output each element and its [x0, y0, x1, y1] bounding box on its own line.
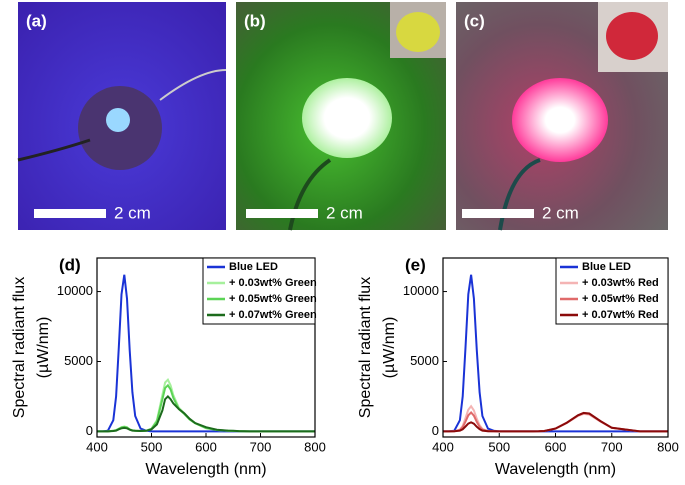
legend-label: + 0.03wt% Green — [229, 277, 317, 289]
photo-a: (a) 2 cm — [17, 2, 227, 230]
y-tick-label: 10000 — [57, 283, 93, 298]
panel-label: (c) — [464, 11, 485, 30]
x-tick-label: 400 — [432, 439, 454, 454]
series-line — [97, 377, 315, 433]
y-axis-title: (µW/nm) — [35, 317, 52, 379]
photo-b: (b) 2 cm — [236, 2, 446, 231]
series-line — [443, 411, 668, 433]
legend-label: + 0.05wt% Red — [582, 293, 659, 305]
series-line — [97, 383, 315, 433]
y-axis-title: Spectral radiant flux — [357, 277, 374, 418]
x-tick-label: 800 — [657, 439, 679, 454]
panel-label: (e) — [405, 255, 426, 274]
x-tick-label: 600 — [545, 439, 567, 454]
scale-label: 2 cm — [326, 203, 363, 222]
legend-label: + 0.03wt% Red — [582, 277, 659, 289]
scale-label: 2 cm — [114, 203, 151, 222]
y-tick-label: 10000 — [403, 283, 439, 298]
legend-label: Blue LED — [582, 261, 631, 273]
series-line — [97, 394, 315, 433]
y-tick-label: 0 — [86, 423, 93, 438]
x-tick-label: 700 — [601, 439, 623, 454]
x-axis-title: Wavelength (nm) — [145, 461, 266, 478]
scale-label: 2 cm — [542, 203, 579, 222]
x-tick-label: 500 — [488, 439, 510, 454]
legend-label: Blue LED — [229, 261, 278, 273]
y-axis-title: (µW/nm) — [381, 317, 398, 379]
photo-c: (c) 2 cm — [456, 2, 668, 231]
x-tick-label: 600 — [195, 439, 217, 454]
legend-label: + 0.05wt% Green — [229, 293, 317, 305]
panel-label: (d) — [59, 255, 81, 274]
y-tick-label: 0 — [432, 423, 439, 438]
x-tick-label: 700 — [250, 439, 272, 454]
x-tick-label: 500 — [141, 439, 163, 454]
legend-box — [202, 257, 316, 325]
legend-label: + 0.07wt% Red — [582, 309, 659, 321]
legend-box — [555, 257, 669, 325]
legend-label: + 0.07wt% Green — [229, 309, 317, 321]
x-tick-label: 400 — [86, 439, 108, 454]
y-axis-title: Spectral radiant flux — [11, 277, 28, 418]
panel-label: (a) — [26, 11, 47, 30]
x-axis-title: Wavelength (nm) — [495, 461, 616, 478]
x-tick-label: 800 — [304, 439, 326, 454]
panel-label: (b) — [244, 11, 266, 30]
y-tick-label: 5000 — [410, 353, 439, 368]
y-tick-label: 5000 — [64, 353, 93, 368]
